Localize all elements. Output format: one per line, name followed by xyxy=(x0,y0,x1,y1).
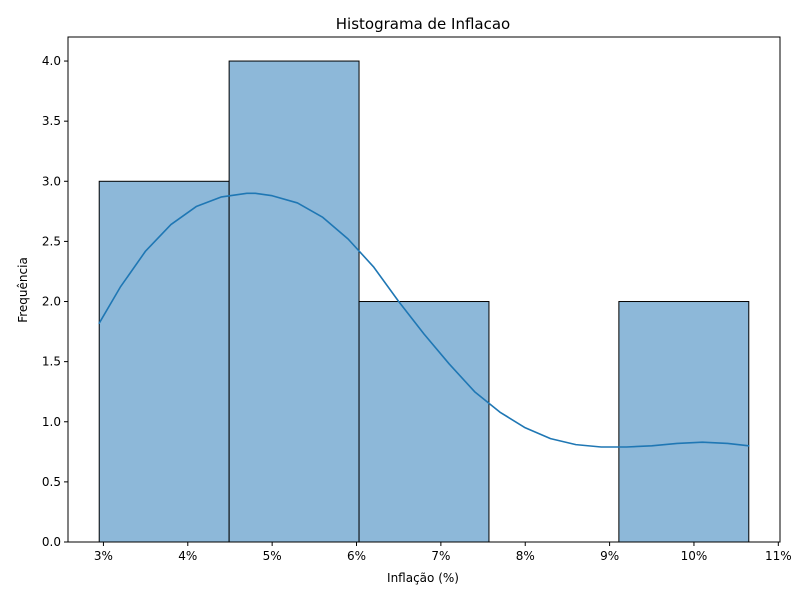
y-tick-label: 3.5 xyxy=(42,114,61,128)
histogram-bar-0 xyxy=(98,180,230,543)
x-axis-label: Inflação (%) xyxy=(387,571,459,585)
x-tick-label: 5% xyxy=(263,549,282,563)
bars-layer xyxy=(98,60,750,543)
y-tick-label: 1.5 xyxy=(42,355,61,369)
kde-layer xyxy=(98,192,750,448)
x-tick-label: 11% xyxy=(765,549,792,563)
x-tick-label: 6% xyxy=(347,549,366,563)
chart-title: Histograma de Inflacao xyxy=(336,15,510,33)
y-tick-label: 4.0 xyxy=(42,54,61,68)
y-axis-ticks: 0.0 0.5 1.0 1.5 2.0 2.5 3.0 3.5 4.0 xyxy=(42,54,68,549)
y-tick-label: 0.0 xyxy=(42,535,61,549)
y-tick-label: 1.0 xyxy=(42,415,61,429)
x-tick-label: 7% xyxy=(431,549,450,563)
x-tick-label: 10% xyxy=(681,549,708,563)
y-tick-label: 0.5 xyxy=(42,475,61,489)
x-axis-ticks: 3% 4% 5% 6% 7% 8% 9% 10% 11% xyxy=(94,542,792,563)
x-tick-label: 4% xyxy=(178,549,197,563)
histogram-bar-1 xyxy=(228,60,360,543)
x-tick-label: 9% xyxy=(600,549,619,563)
histogram-bar-4 xyxy=(618,301,750,543)
plot-frame xyxy=(67,36,781,543)
y-tick-label: 2.5 xyxy=(42,234,61,248)
x-tick-label: 3% xyxy=(94,549,113,563)
y-tick-label: 3.0 xyxy=(42,174,61,188)
x-tick-label: 8% xyxy=(516,549,535,563)
y-axis-label: Frequência xyxy=(16,257,30,323)
histogram-bar-2 xyxy=(358,301,490,543)
y-tick-label: 2.0 xyxy=(42,295,61,309)
kde-curve xyxy=(98,192,750,448)
